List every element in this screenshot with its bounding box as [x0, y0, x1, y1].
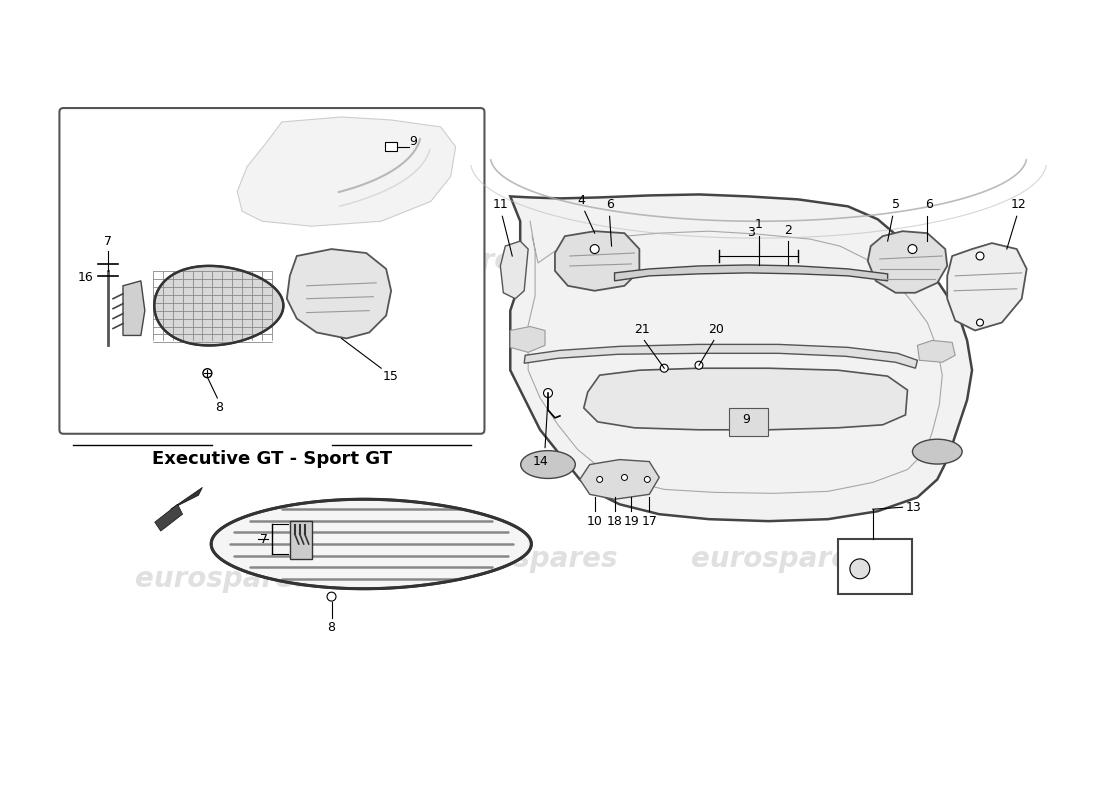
- Polygon shape: [500, 241, 528, 298]
- Text: 5: 5: [892, 198, 900, 211]
- Bar: [728, 408, 769, 436]
- Circle shape: [695, 362, 703, 370]
- Circle shape: [621, 474, 627, 481]
- Text: 7: 7: [104, 235, 112, 248]
- Text: Executive GT - Sport GT: Executive GT - Sport GT: [152, 450, 392, 468]
- Circle shape: [977, 319, 983, 326]
- Polygon shape: [868, 231, 947, 293]
- Text: eurospares: eurospares: [691, 267, 866, 295]
- Circle shape: [645, 477, 650, 482]
- Text: 9: 9: [742, 414, 750, 426]
- Polygon shape: [615, 265, 888, 281]
- Polygon shape: [287, 249, 392, 338]
- Text: 8: 8: [328, 622, 336, 634]
- Text: 2: 2: [784, 224, 792, 237]
- Polygon shape: [154, 266, 284, 346]
- Polygon shape: [947, 243, 1026, 330]
- Text: 17: 17: [641, 515, 657, 528]
- Text: 16: 16: [77, 271, 94, 284]
- Text: 6: 6: [925, 198, 933, 211]
- Polygon shape: [123, 281, 145, 335]
- Circle shape: [908, 245, 917, 254]
- Circle shape: [976, 252, 984, 260]
- Circle shape: [596, 477, 603, 482]
- Polygon shape: [525, 344, 917, 368]
- Ellipse shape: [913, 439, 962, 464]
- Text: eurospares: eurospares: [114, 267, 290, 295]
- Text: 8: 8: [216, 401, 223, 414]
- Text: 18: 18: [606, 515, 623, 528]
- Text: 10: 10: [586, 515, 603, 528]
- Polygon shape: [917, 341, 955, 362]
- Text: eurospares: eurospares: [134, 565, 310, 593]
- Text: 6: 6: [606, 198, 614, 211]
- Text: 19: 19: [624, 515, 639, 528]
- Text: eurospares: eurospares: [691, 545, 866, 573]
- Polygon shape: [580, 459, 659, 499]
- Polygon shape: [510, 326, 544, 352]
- Polygon shape: [289, 521, 311, 559]
- Polygon shape: [556, 231, 639, 290]
- Text: 4: 4: [578, 194, 585, 207]
- Text: 14: 14: [532, 454, 548, 468]
- Text: 7: 7: [260, 533, 268, 546]
- Text: 1: 1: [755, 218, 762, 231]
- Ellipse shape: [520, 450, 575, 478]
- Circle shape: [202, 369, 212, 378]
- Polygon shape: [155, 504, 183, 531]
- Text: 9: 9: [409, 135, 417, 148]
- Circle shape: [327, 592, 336, 601]
- Text: eurospares: eurospares: [442, 545, 618, 573]
- Bar: [385, 142, 397, 150]
- Bar: [838, 539, 913, 594]
- Text: 11: 11: [493, 198, 508, 211]
- Polygon shape: [584, 368, 908, 430]
- Polygon shape: [238, 117, 455, 226]
- Circle shape: [591, 245, 600, 254]
- Circle shape: [850, 559, 870, 578]
- Circle shape: [543, 389, 552, 398]
- Text: 21: 21: [635, 323, 650, 337]
- Text: eurospares: eurospares: [442, 247, 618, 275]
- Text: 15: 15: [383, 370, 399, 383]
- Polygon shape: [510, 194, 972, 521]
- Circle shape: [660, 364, 668, 372]
- Text: 13: 13: [905, 501, 922, 514]
- Text: 3: 3: [747, 226, 755, 239]
- Text: 12: 12: [1011, 198, 1026, 211]
- Polygon shape: [170, 487, 202, 510]
- Polygon shape: [211, 499, 531, 589]
- FancyBboxPatch shape: [59, 108, 484, 434]
- Text: 20: 20: [708, 323, 724, 337]
